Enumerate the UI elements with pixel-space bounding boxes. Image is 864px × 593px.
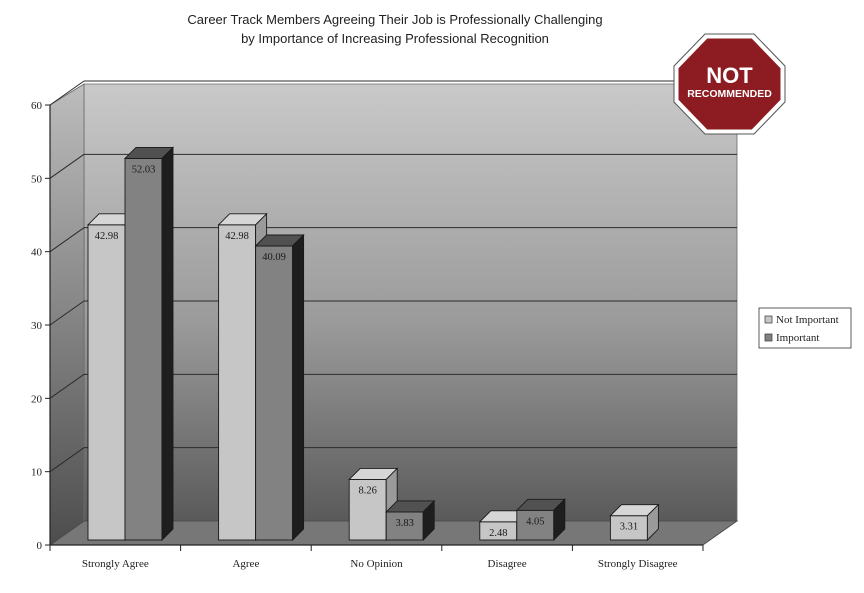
data-label-not-important-agree: 42.98 <box>225 231 249 242</box>
gridline-side <box>49 300 85 326</box>
bar-not-important-no-opinion <box>348 467 399 542</box>
legend-box <box>758 307 852 349</box>
bar-important-disagree <box>515 498 566 542</box>
x-category-label-no-opinion: No Opinion <box>350 558 403 570</box>
y-tick-label: 60 <box>31 100 43 112</box>
chart-title-line1: Career Track Members Agreeing Their Job … <box>187 12 602 27</box>
gridline-side <box>49 373 85 399</box>
bars <box>86 146 660 542</box>
bar-side <box>161 146 174 542</box>
bar-front <box>385 511 424 541</box>
legend-label-important: Important <box>776 332 819 344</box>
bar-side <box>422 499 435 542</box>
x-category-label-strongly-agree: Strongly Agree <box>82 558 149 570</box>
bar-front <box>218 224 257 541</box>
x-axis-ticks: Strongly Agree Agree No Opinion Disagree Str… <box>49 545 704 570</box>
legend-swatch-important <box>764 333 773 342</box>
data-label-important-disagree: 4.05 <box>526 516 544 527</box>
data-label-not-important-strongly-agree: 42.98 <box>95 231 119 242</box>
gridline-side <box>49 153 85 179</box>
gridline-side <box>49 447 85 473</box>
y-tick-label: 40 <box>31 247 43 259</box>
bar-front <box>87 224 126 541</box>
gridline-side <box>49 227 85 253</box>
legend-swatch-not-important <box>764 315 773 324</box>
gridlines <box>49 80 737 473</box>
data-label-not-important-strongly-disagree: 3.31 <box>620 522 638 533</box>
chart-title-line2: by Importance of Increasing Professional… <box>241 31 549 46</box>
y-tick-label: 0 <box>37 540 43 552</box>
y-tick-label: 10 <box>31 467 43 479</box>
gridline-side <box>49 80 85 106</box>
data-label-important-strongly-agree: 52.03 <box>132 164 156 175</box>
x-category-label-strongly-disagree: Strongly Disagree <box>598 558 678 570</box>
stamp-text-not: NOT <box>706 63 753 88</box>
bar-not-important-strongly-disagree <box>609 503 660 542</box>
legend: Not Important Important <box>758 307 852 349</box>
y-tick-label: 20 <box>31 393 43 405</box>
bar-important-agree <box>254 233 305 542</box>
data-label-important-no-opinion: 3.83 <box>396 518 414 529</box>
y-tick-label: 30 <box>31 320 43 332</box>
data-label-not-important-no-opinion: 8.26 <box>359 485 377 496</box>
plot-back-wall <box>83 83 738 522</box>
bar-side <box>292 233 305 542</box>
y-tick-label: 50 <box>31 173 43 185</box>
bar-front <box>255 245 294 541</box>
bar-side <box>553 498 566 542</box>
bar-important-strongly-agree <box>123 146 175 542</box>
y-axis-ticks: 0 10 20 30 40 50 60 <box>31 100 50 552</box>
stamp-text-recommended: RECOMMENDED <box>687 88 772 100</box>
bar-front <box>516 509 555 541</box>
plot-side-wall <box>49 83 85 546</box>
bar-important-no-opinion <box>385 499 436 542</box>
bar-side <box>646 503 659 542</box>
data-label-important-agree: 40.09 <box>262 252 286 263</box>
legend-label-not-important: Not Important <box>776 314 839 326</box>
not-recommended-stamp: NOT RECOMMENDED <box>673 33 786 135</box>
x-category-label-agree: Agree <box>232 558 259 570</box>
bar-value-labels: 42.98 52.03 42.98 40.09 8.26 3.83 2.48 4.05 3.31 <box>95 164 638 538</box>
data-label-not-important-disagree: 2.48 <box>489 528 507 539</box>
bar-front <box>348 478 387 541</box>
bar-front <box>124 157 163 541</box>
x-category-label-disagree: Disagree <box>488 558 527 570</box>
stop-sign-octagon-fill <box>677 37 782 131</box>
